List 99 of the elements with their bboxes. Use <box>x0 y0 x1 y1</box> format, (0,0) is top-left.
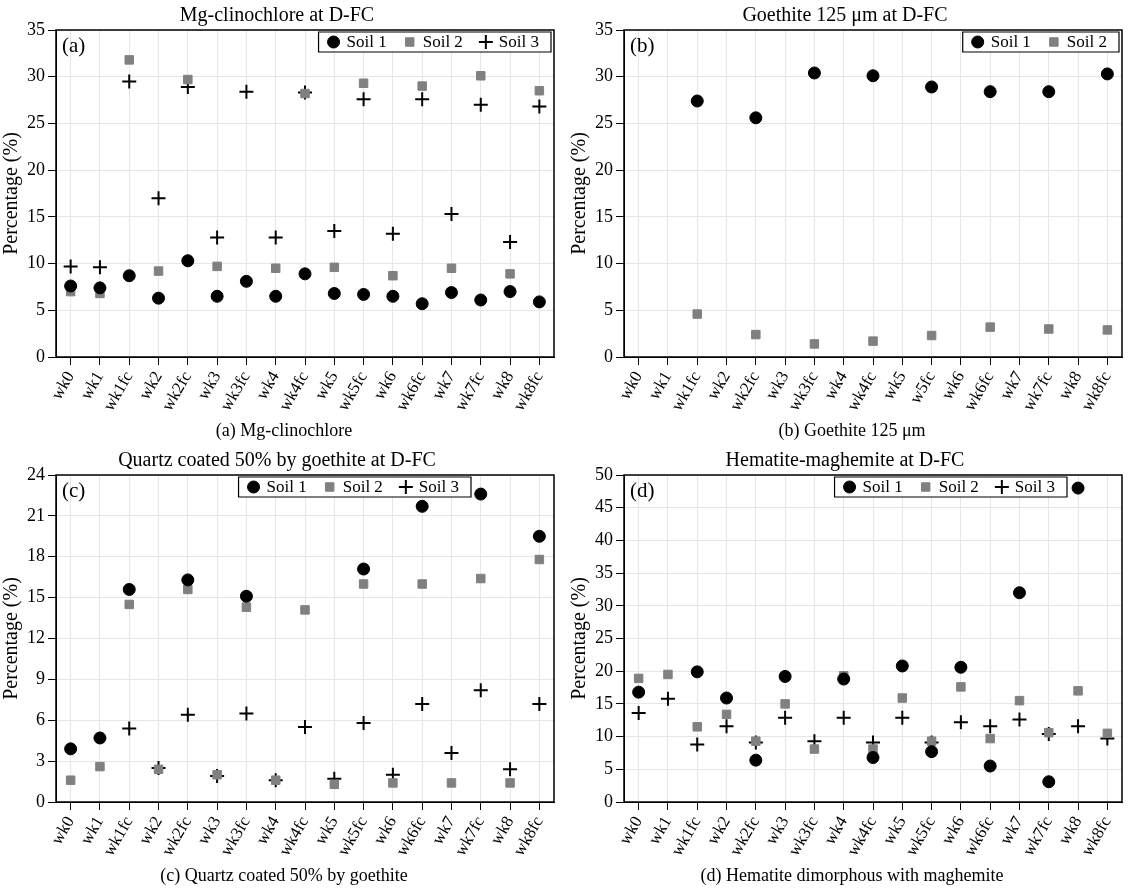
annotation: (d) <box>630 478 655 503</box>
y-tick-label: 15 <box>595 692 613 713</box>
text: (d) Hematite dimorphous with maghemite <box>699 864 1005 887</box>
text: (a) Mg-clinochlore <box>214 419 354 442</box>
x-tick-label: wk5 <box>878 367 910 403</box>
x-tick-label: wk2 <box>134 367 166 403</box>
y-tick-label: 35 <box>595 18 613 39</box>
y-tick-label: 0 <box>604 790 613 811</box>
x-tick-label: wk4 <box>819 812 852 848</box>
y-tick-label: 35 <box>595 561 613 582</box>
x-tick-label: wk6 <box>937 367 969 403</box>
legend-label: Soil 3 <box>418 477 460 497</box>
x-tick-label: wk1 <box>644 812 676 848</box>
y-tick-label: 15 <box>595 205 613 226</box>
y-tick-label: 0 <box>36 790 45 811</box>
x-tick-label: wk3 <box>193 812 225 848</box>
x-tick-label: wk5 <box>310 367 342 403</box>
y-tick-label: 9 <box>36 668 45 689</box>
y-tick-label: 5 <box>604 758 613 779</box>
x-tick-label: wk1 <box>76 812 108 848</box>
y-axis-title: Percentage (%) <box>567 577 591 700</box>
text: (c) Quartz coated 50% by goethite <box>159 864 409 887</box>
x-tick-label: wk2 <box>134 812 166 848</box>
x-tick-label: wk2 <box>702 367 734 403</box>
x-tick-label: wk0 <box>614 367 646 403</box>
legend-label: Soil 1 <box>990 32 1031 52</box>
y-tick-label: 10 <box>595 252 613 273</box>
annotation: (c) <box>62 478 86 503</box>
legend-label: Soil 2 <box>422 32 463 52</box>
x-tick-label: wk2 <box>702 812 734 848</box>
x-tick-label: wk6 <box>369 367 401 403</box>
annotation: (a) <box>62 33 86 58</box>
x-tick-label: wk8 <box>1054 367 1086 403</box>
y-tick-label: 15 <box>27 586 45 607</box>
y-axis-title: Percentage (%) <box>0 577 23 700</box>
chart-title: Hematite-maghemite at D-FC <box>725 448 965 472</box>
y-tick-label: 20 <box>595 158 613 179</box>
x-tick-label: wk0 <box>46 367 78 403</box>
x-tick-label: wk7 <box>427 367 459 403</box>
y-axis-title: Percentage (%) <box>0 132 23 255</box>
y-tick-label: 25 <box>595 112 613 133</box>
x-tick-label: wk3 <box>193 367 225 403</box>
x-tick-label: wk4 <box>251 812 284 848</box>
y-tick-label: 40 <box>595 529 613 550</box>
y-tick-label: 10 <box>595 725 613 746</box>
y-tick-label: 5 <box>36 299 45 320</box>
y-tick-label: 12 <box>27 627 45 648</box>
y-tick-label: 35 <box>27 18 45 39</box>
x-tick-label: wk3 <box>761 367 793 403</box>
y-tick-label: 20 <box>27 158 45 179</box>
x-tick-label: wk7 <box>995 812 1027 848</box>
legend-label: Soil 1 <box>266 477 307 497</box>
x-tick-label: wk7 <box>427 812 459 848</box>
x-tick-label: wk8 <box>486 812 518 848</box>
legend-label: Soil 3 <box>498 32 540 52</box>
legend-label: Soil 2 <box>938 477 979 497</box>
y-axis-title: Percentage (%) <box>567 132 591 255</box>
y-tick-label: 30 <box>595 65 613 86</box>
legend-label: Soil 3 <box>1014 477 1056 497</box>
y-tick-label: 20 <box>595 659 613 680</box>
y-tick-label: 45 <box>595 496 613 517</box>
x-tick-label: wk8 <box>1054 812 1086 848</box>
text: (b) Goethite 125 μm <box>777 419 927 442</box>
legend-label: Soil 2 <box>342 477 383 497</box>
x-tick-label: wk1 <box>644 367 676 403</box>
y-tick-label: 21 <box>27 504 45 525</box>
y-tick-label: 10 <box>27 252 45 273</box>
x-tick-label: wk6 <box>937 812 969 848</box>
y-tick-label: 0 <box>36 345 45 366</box>
y-tick-label: 18 <box>27 545 45 566</box>
y-tick-label: 6 <box>36 708 45 729</box>
x-tick-label: wk5 <box>310 812 342 848</box>
y-tick-label: 25 <box>595 627 613 648</box>
x-tick-label: wk4 <box>819 367 852 403</box>
y-tick-label: 5 <box>604 299 613 320</box>
legend-label: Soil 2 <box>1066 32 1108 52</box>
annotation: (b) <box>630 33 655 58</box>
legend-label: Soil 1 <box>862 477 903 497</box>
legend-label: Soil 1 <box>346 32 387 52</box>
y-tick-label: 0 <box>604 345 613 366</box>
x-tick-label: wk6 <box>369 812 401 848</box>
x-tick-label: wk4 <box>251 367 284 403</box>
x-tick-label: wk0 <box>46 812 78 848</box>
chart-title: Mg-clinochlore at D-FC <box>179 3 375 27</box>
y-tick-label: 50 <box>595 463 613 484</box>
chart-title: Goethite 125 μm at D-FC <box>742 3 948 27</box>
x-tick-label: wk1 <box>76 367 108 403</box>
y-tick-label: 25 <box>27 112 45 133</box>
x-tick-label: wk5 <box>878 812 910 848</box>
x-tick-label: wk0 <box>614 812 646 848</box>
y-tick-label: 30 <box>27 65 45 86</box>
x-tick-label: wk8 <box>486 367 518 403</box>
x-tick-label: wk7 <box>995 367 1027 403</box>
y-tick-label: 30 <box>595 594 613 615</box>
x-tick-label: wk3 <box>761 812 793 848</box>
chart-title: Quartz coated 50% by goethite at D-FC <box>118 448 436 472</box>
y-tick-label: 15 <box>27 205 45 226</box>
y-tick-label: 24 <box>27 463 45 484</box>
y-tick-label: 3 <box>36 749 45 770</box>
